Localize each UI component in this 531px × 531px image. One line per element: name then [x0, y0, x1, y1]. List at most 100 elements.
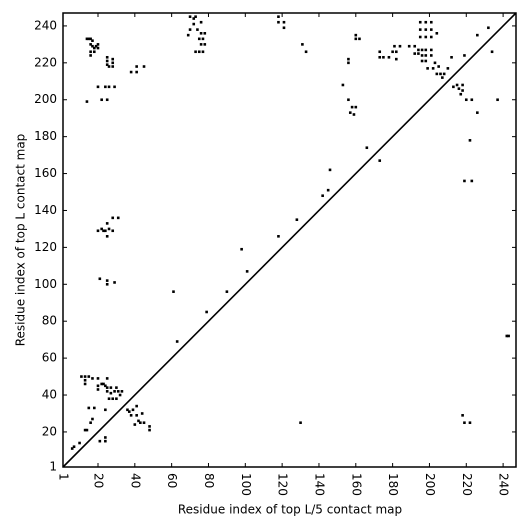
contact-point: [470, 98, 474, 102]
contact-point: [199, 20, 203, 24]
y-tick-label: 240: [34, 18, 57, 32]
contact-point: [96, 43, 100, 46]
contact-point: [140, 412, 144, 415]
contact-point: [326, 188, 330, 192]
x-tick-label: 40: [128, 473, 142, 488]
contact-point: [148, 428, 151, 432]
contact-point: [507, 334, 510, 338]
contact-point: [188, 15, 192, 18]
contact-point: [89, 50, 92, 54]
contact-point: [420, 54, 424, 57]
x-tick-label: 60: [165, 473, 179, 488]
contact-point: [420, 48, 424, 52]
contact-point: [429, 54, 433, 57]
contact-point: [83, 382, 87, 386]
contact-point: [304, 50, 308, 54]
contact-point: [102, 229, 105, 233]
diagonal-line: [62, 12, 517, 468]
contact-point: [424, 48, 428, 52]
contact-point: [197, 50, 201, 54]
contact-point: [382, 55, 385, 59]
contact-point: [78, 441, 81, 445]
contact-point: [89, 43, 92, 46]
contact-point: [91, 39, 94, 42]
contact-point: [463, 54, 466, 57]
contact-point: [96, 377, 100, 380]
contact-point: [203, 32, 207, 35]
contact-point: [391, 50, 394, 54]
contact-point: [85, 100, 89, 103]
contact-point: [96, 388, 100, 391]
contact-point: [459, 92, 463, 96]
contact-point: [295, 218, 299, 221]
contact-point: [105, 55, 109, 59]
contact-point: [109, 391, 113, 395]
contact-point: [199, 43, 203, 46]
contact-point: [461, 83, 464, 87]
contact-point: [105, 98, 109, 102]
contact-point: [142, 65, 146, 68]
contact-point: [240, 247, 243, 251]
contact-point: [192, 22, 196, 26]
contact-point: [188, 28, 192, 31]
x-tick-label: 20: [91, 473, 105, 488]
y-tick-label: 20: [42, 424, 57, 438]
y-tick-label: 60: [42, 351, 57, 365]
contact-point: [175, 340, 179, 343]
contact-point: [87, 37, 91, 41]
contact-point: [111, 397, 115, 401]
x-tick-label: 100: [239, 473, 253, 496]
contact-point: [437, 65, 440, 68]
contact-point: [126, 408, 129, 412]
contact-point: [245, 270, 249, 273]
contact-point: [429, 35, 433, 39]
contact-point: [352, 113, 356, 116]
y-tick-label: 100: [34, 277, 57, 291]
contact-point: [452, 85, 455, 89]
contact-point: [105, 386, 109, 389]
contact-point: [455, 83, 459, 87]
contact-point: [93, 46, 96, 50]
y-tick-label: 220: [34, 55, 57, 69]
contact-point: [424, 54, 428, 57]
contact-point: [348, 111, 352, 114]
contact-point: [407, 44, 411, 48]
contact-point: [87, 375, 91, 378]
contact-point: [203, 43, 207, 46]
contact-point: [135, 414, 138, 417]
contact-point: [142, 421, 146, 425]
contact-point: [109, 386, 113, 389]
contact-point: [91, 377, 94, 380]
x-tick-label: 140: [312, 473, 326, 496]
contact-point: [111, 229, 115, 233]
contact-point: [89, 421, 92, 425]
contact-point: [225, 290, 229, 293]
contact-point: [429, 20, 433, 24]
contact-point: [105, 59, 109, 63]
contact-point: [450, 55, 453, 59]
contact-point: [496, 98, 499, 102]
x-tick-label: 120: [276, 473, 290, 496]
contact-point: [85, 37, 89, 41]
contact-point: [341, 83, 345, 87]
contact-point: [105, 279, 109, 282]
x-tick-label: 80: [202, 473, 216, 488]
contact-point: [424, 35, 428, 39]
y-tick-label: 180: [34, 129, 57, 143]
contact-point: [464, 98, 468, 102]
contact-point: [107, 85, 111, 89]
contact-point: [398, 44, 402, 48]
contact-point: [301, 43, 304, 46]
contact-point: [431, 67, 435, 70]
contact-point: [93, 406, 96, 410]
contact-point: [299, 421, 302, 425]
contact-point: [96, 46, 100, 50]
contact-point: [111, 57, 115, 61]
contact-point: [116, 390, 120, 393]
contact-point: [135, 70, 138, 74]
contact-point: [350, 105, 354, 109]
contact-point: [113, 281, 116, 284]
contact-point: [328, 168, 332, 172]
contact-point: [446, 67, 450, 70]
contact-point: [96, 384, 100, 388]
